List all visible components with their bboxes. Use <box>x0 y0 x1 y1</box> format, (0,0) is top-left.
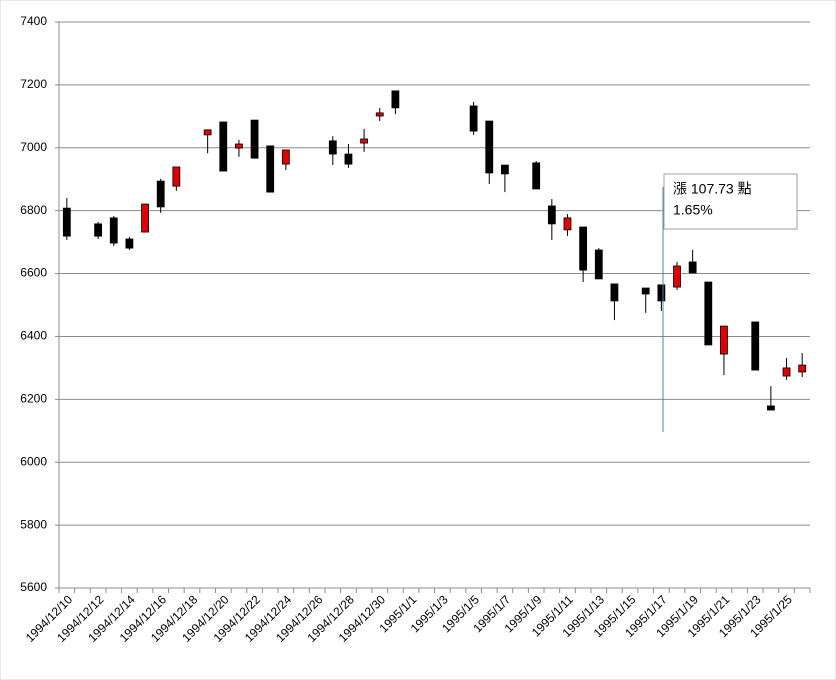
candle-body <box>360 138 368 144</box>
candle-body <box>156 180 165 208</box>
annotation-text: 漲 107.73 點 <box>673 181 752 197</box>
candle-body <box>688 261 697 274</box>
y-tick-label: 6400 <box>20 329 47 343</box>
candle-body <box>610 283 619 302</box>
candle-body <box>641 287 650 295</box>
candle-body <box>203 129 212 136</box>
annotation-text: 1.65% <box>673 202 713 218</box>
candle-body <box>547 205 556 225</box>
candle-body <box>579 226 588 271</box>
candle-body <box>281 149 290 165</box>
y-tick-label: 5800 <box>20 517 47 531</box>
y-tick-label: 6000 <box>20 454 47 468</box>
y-tick-label: 7400 <box>20 14 47 28</box>
candle-body <box>657 284 666 302</box>
candle-body <box>109 217 118 244</box>
candle-body <box>673 265 681 288</box>
candle-body <box>563 217 572 231</box>
candle-body <box>250 119 259 159</box>
y-tick-label: 6800 <box>20 203 47 217</box>
candle-body <box>219 121 228 172</box>
candle-body <box>391 90 400 109</box>
candle-body <box>501 164 509 175</box>
candle-body <box>782 367 791 377</box>
candle-body <box>532 162 541 190</box>
candle-body <box>266 145 275 193</box>
candle-body <box>125 238 134 249</box>
candle-body <box>172 166 181 187</box>
candle-body <box>485 120 494 174</box>
y-tick-label: 7000 <box>20 140 47 154</box>
candle-body <box>469 105 478 132</box>
candle-body <box>798 364 807 373</box>
candle-body <box>328 140 337 155</box>
candle-body <box>344 153 353 165</box>
candle-body <box>94 223 103 237</box>
candle-body <box>766 405 775 411</box>
y-tick-label: 6200 <box>20 392 47 406</box>
annotation-box <box>663 173 798 230</box>
candle-body <box>141 203 149 233</box>
candle-body <box>751 321 760 371</box>
candle-body <box>594 249 603 280</box>
candle-body <box>235 143 243 149</box>
candle-body <box>720 325 728 355</box>
y-tick-label: 7200 <box>20 77 47 91</box>
candle-body <box>704 281 713 346</box>
candle-body <box>62 207 71 237</box>
y-tick-label: 6600 <box>20 266 47 280</box>
y-tick-label: 5600 <box>20 580 47 594</box>
candle-body <box>375 112 384 117</box>
